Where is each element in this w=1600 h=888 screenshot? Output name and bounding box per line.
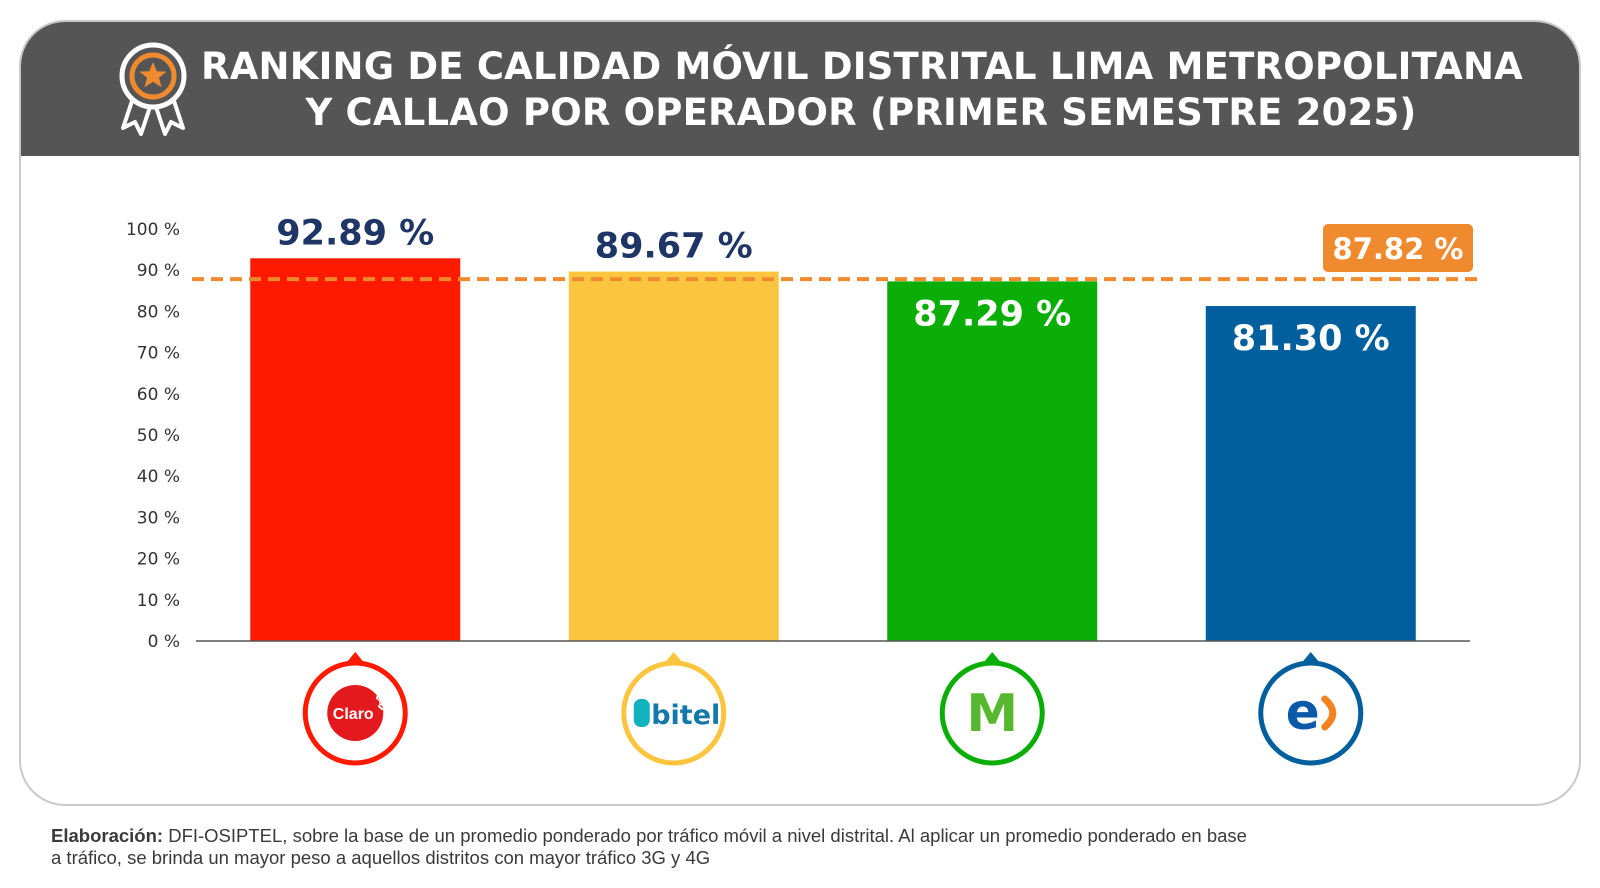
y-tick-label: 80 % bbox=[137, 302, 180, 322]
logo-ring-bitel bbox=[621, 660, 727, 766]
logo-ring-entel bbox=[1258, 660, 1364, 766]
bar-entel bbox=[1205, 306, 1416, 641]
bitel-logo-text: bitel bbox=[651, 700, 720, 731]
claro-logo-ray bbox=[378, 699, 386, 704]
y-tick-label: 50 % bbox=[137, 426, 180, 446]
bitel-logo-icon bbox=[633, 699, 650, 727]
claro-logo-ray bbox=[377, 704, 384, 711]
y-tick-label: 30 % bbox=[137, 508, 180, 528]
data-label-bitel: 89.67 % bbox=[595, 227, 753, 267]
y-tick-label: 40 % bbox=[137, 467, 180, 487]
claro-logo-ray bbox=[377, 695, 384, 702]
title-banner: RANKING DE CALIDAD MÓVIL DISTRITAL LIMA … bbox=[21, 22, 1579, 156]
bar-claro bbox=[250, 258, 461, 641]
entel-logo-arc bbox=[1321, 695, 1337, 731]
bar-movistar bbox=[887, 281, 1098, 641]
claro-logo-ray bbox=[375, 693, 380, 700]
data-label-entel: 81.30 % bbox=[1232, 319, 1390, 359]
movistar-logo-icon: M bbox=[966, 684, 1018, 744]
footnote-label: Elaboración: bbox=[51, 825, 164, 846]
chart-title: RANKING DE CALIDAD MÓVIL DISTRITAL LIMA … bbox=[201, 44, 1523, 136]
y-tick-label: 60 % bbox=[137, 385, 180, 405]
y-tick-label: 0 % bbox=[148, 632, 180, 652]
y-tick-label: 10 % bbox=[137, 591, 180, 611]
data-label-movistar: 87.29 % bbox=[913, 294, 1071, 334]
reference-label-box bbox=[1323, 224, 1473, 272]
data-label-claro: 92.89 % bbox=[276, 213, 434, 253]
award-ribbon-star-icon bbox=[119, 42, 187, 136]
chart-title-line-2: Y CALLAO POR OPERADOR (PRIMER SEMESTRE 2… bbox=[305, 91, 1417, 134]
claro-logo-icon bbox=[327, 685, 384, 741]
entel-logo-icon: e bbox=[1286, 683, 1320, 741]
footnote-line-1: DFI-OSIPTEL, sobre la base de un promedi… bbox=[163, 825, 1247, 846]
y-tick-label: 20 % bbox=[137, 550, 180, 570]
logo-ring-movistar bbox=[939, 660, 1045, 766]
y-tick-label: 100 % bbox=[126, 220, 180, 240]
reference-label: 87.82 % bbox=[1333, 232, 1464, 266]
footnote-line-2: a tráfico, se brinda un mayor peso a aqu… bbox=[51, 847, 711, 868]
claro-logo-ray bbox=[378, 702, 386, 707]
y-tick-label: 70 % bbox=[137, 344, 180, 364]
bar-bitel bbox=[568, 271, 779, 641]
claro-logo-text: Claro bbox=[333, 706, 374, 723]
chart-title-line-1: RANKING DE CALIDAD MÓVIL DISTRITAL LIMA … bbox=[201, 45, 1523, 88]
y-tick-label: 90 % bbox=[137, 261, 180, 281]
footnote: Elaboración: DFI-OSIPTEL, sobre la base … bbox=[51, 825, 1571, 869]
